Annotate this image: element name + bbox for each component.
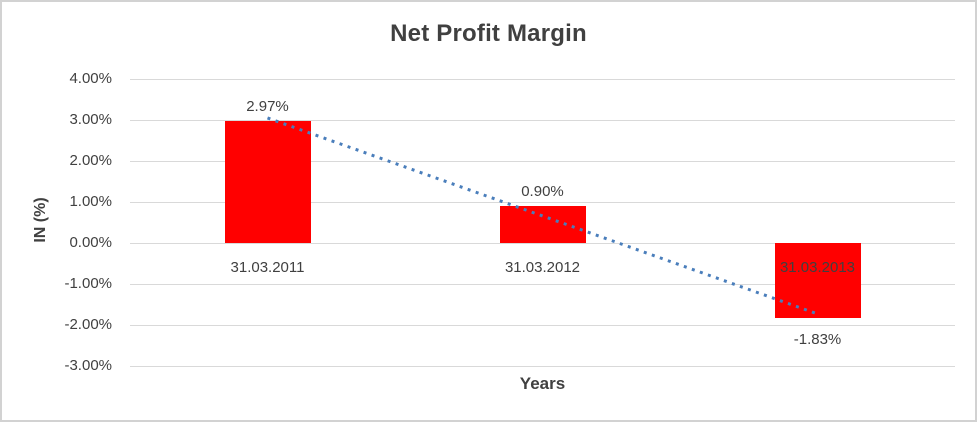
y-tick-label: -1.00% bbox=[64, 275, 112, 292]
y-tick-label: 1.00% bbox=[69, 193, 112, 210]
y-axis-title-text: IN (%) bbox=[32, 197, 49, 243]
y-tick-label: 3.00% bbox=[69, 111, 112, 128]
bar-data-label: -1.83% bbox=[793, 331, 842, 349]
x-category-label: 31.03.2012 bbox=[504, 259, 581, 276]
bar bbox=[499, 206, 586, 243]
bar-data-label: 2.97% bbox=[246, 98, 289, 116]
chart-title: Net Profit Margin bbox=[390, 20, 587, 47]
y-tick-label: 0.00% bbox=[69, 234, 112, 251]
bar bbox=[224, 121, 311, 243]
y-tick-label: -2.00% bbox=[64, 316, 112, 333]
bar-data-label: 0.90% bbox=[521, 183, 564, 201]
x-category-label: 31.03.2013 bbox=[779, 259, 856, 276]
bar bbox=[774, 243, 861, 319]
x-axis-title: Years bbox=[519, 374, 566, 393]
y-tick-label: 4.00% bbox=[69, 70, 112, 87]
gridline bbox=[130, 79, 955, 80]
gridline bbox=[130, 325, 955, 326]
gridline bbox=[130, 366, 955, 367]
x-category-label: 31.03.2011 bbox=[230, 259, 305, 276]
y-tick-label: 2.00% bbox=[69, 152, 112, 169]
y-tick-label: -3.00% bbox=[64, 357, 112, 374]
